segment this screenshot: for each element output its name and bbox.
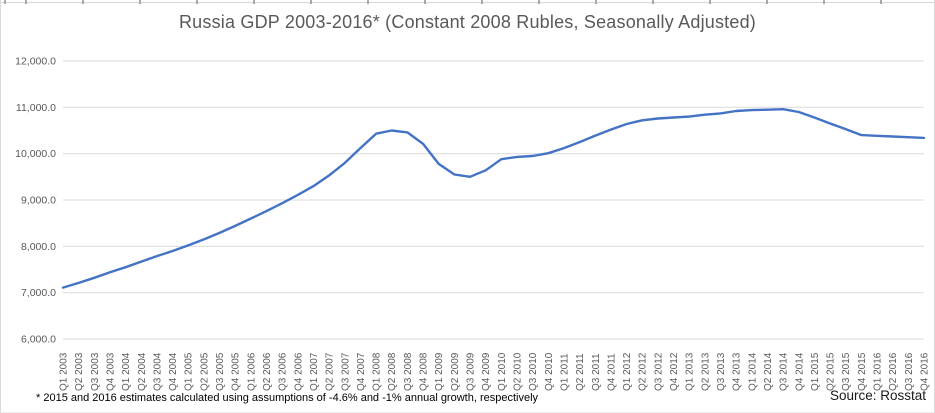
x-axis-tick-label: Q1 2015: [810, 352, 821, 391]
x-axis-tick-label: Q4 2015: [857, 352, 868, 391]
y-axis-tick-label: 7,000.0: [21, 287, 56, 299]
x-axis-tick-label: Q4 2013: [732, 352, 743, 391]
x-axis-tick-label: Q3 2016: [904, 352, 915, 391]
x-axis-tick-label: Q1 2012: [622, 352, 633, 391]
x-axis-tick-label: Q3 2011: [591, 353, 602, 391]
x-axis-tick-label: Q2 2004: [137, 352, 148, 391]
x-axis-tick-label: Q4 2016: [920, 352, 931, 391]
x-axis-tick-label: Q4 2004: [168, 352, 179, 391]
x-axis-tick-label: Q2 2014: [763, 352, 774, 391]
x-axis-tick-label: Q1 2016: [873, 352, 884, 391]
x-axis-tick-label: Q3 2009: [466, 352, 477, 391]
y-axis-tick-label: 9,000.0: [21, 195, 56, 207]
x-axis-tick-label: Q3 2014: [779, 352, 790, 391]
x-axis-tick-label: Q4 2008: [419, 352, 430, 391]
x-axis-tick-label: Q2 2003: [74, 352, 85, 391]
x-axis-tick-label: Q4 2007: [356, 352, 367, 391]
x-axis-tick-label: Q2 2010: [513, 352, 524, 391]
x-axis-tick-label: Q1 2008: [372, 352, 383, 391]
chart-title: Russia GDP 2003-2016* (Constant 2008 Rub…: [178, 12, 756, 32]
y-axis-tick-label: 12,000.0: [15, 56, 56, 68]
x-axis-tick-label: Q4 2009: [481, 352, 492, 391]
x-axis-tick-label: Q1 2011: [559, 353, 570, 391]
x-axis-tick-label: Q3 2008: [403, 352, 414, 391]
x-axis-tick-label: Q1 2014: [747, 352, 758, 391]
x-axis-tick-label: Q4 2003: [106, 352, 117, 391]
x-axis-tick-label: Q1 2009: [434, 352, 445, 391]
x-axis-tick-label: Q1 2007: [309, 352, 320, 391]
x-axis-tick-label: Q2 2009: [450, 352, 461, 391]
y-axis-tick-label: 8,000.0: [21, 241, 56, 253]
x-axis-tick-label: Q2 2012: [638, 352, 649, 391]
x-axis-tick-label: Q3 2012: [653, 352, 664, 391]
x-axis-tick-label: Q2 2006: [262, 352, 273, 391]
x-axis-tick-label: Q1 2005: [184, 352, 195, 391]
x-axis-tick-label: Q2 2005: [199, 352, 210, 391]
x-axis-tick-label: Q2 2008: [387, 352, 398, 391]
gdp-series-line: [61, 107, 926, 289]
x-axis-tick-label: Q4 2010: [544, 352, 555, 391]
source-attribution: Source: Rosstat: [829, 388, 926, 403]
x-axis-tick-label: Q4 2012: [669, 352, 680, 391]
x-axis-tick-label: Q4 2006: [293, 352, 304, 391]
x-axis-tick-label: Q3 2004: [152, 352, 163, 391]
x-axis-tick-label: Q3 2013: [716, 352, 727, 391]
chart-footnote: * 2015 and 2016 estimates calculated usi…: [36, 392, 539, 404]
y-axis-tick-label: 6,000.0: [21, 334, 56, 346]
x-axis-tick-label: Q3 2003: [90, 352, 101, 391]
x-axis-tick-label: Q3 2010: [528, 352, 539, 391]
x-axis-tick-label: Q4 2014: [794, 352, 805, 391]
y-axis-tick-label: 11,000.0: [16, 102, 56, 114]
x-axis-tick-label: Q2 2015: [826, 352, 837, 391]
spreadsheet-gridline-strip: [1, 0, 934, 5]
y-axis-tick-label: 10,000.0: [15, 148, 56, 160]
x-axis-tick-label: Q4 2005: [231, 352, 242, 391]
x-axis-tick-label: Q3 2006: [278, 352, 289, 391]
x-axis-tick-label: Q3 2005: [215, 352, 226, 391]
x-axis-tick-label: Q2 2013: [700, 352, 711, 391]
x-axis-tick-label: Q2 2016: [888, 352, 899, 391]
x-axis-tick-label: Q1 2010: [497, 352, 508, 391]
x-axis-tick-label: Q1 2006: [246, 352, 257, 391]
x-axis-tick-label: Q1 2004: [121, 352, 132, 391]
x-axis-tick-label: Q2 2007: [325, 352, 336, 391]
x-axis-tick-label: Q1 2003: [59, 352, 70, 391]
x-axis-tick-label: Q3 2007: [340, 352, 351, 391]
x-axis-tick-label: Q1 2013: [685, 352, 696, 391]
x-axis-tick-label: Q2 2011: [575, 353, 586, 391]
x-axis-tick-label: Q4 2011: [606, 353, 617, 391]
x-axis-tick-label: Q3 2015: [841, 352, 852, 391]
